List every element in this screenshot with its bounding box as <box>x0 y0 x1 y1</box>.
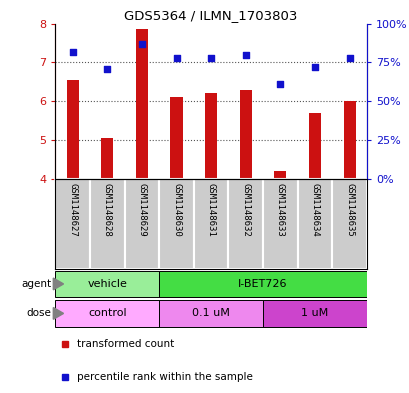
Text: vehicle: vehicle <box>87 279 127 289</box>
Point <box>207 55 214 61</box>
Text: GSM1148633: GSM1148633 <box>275 183 284 237</box>
Bar <box>101 138 113 179</box>
Point <box>276 81 283 87</box>
Point <box>69 48 76 55</box>
Bar <box>170 97 182 179</box>
Point <box>138 40 145 47</box>
Bar <box>66 80 79 179</box>
Point <box>311 64 317 70</box>
Bar <box>193 179 228 269</box>
Bar <box>343 101 355 179</box>
Text: GSM1148632: GSM1148632 <box>240 183 249 237</box>
Bar <box>90 179 124 269</box>
Text: GSM1148628: GSM1148628 <box>103 183 112 237</box>
Text: GSM1148629: GSM1148629 <box>137 183 146 237</box>
Text: GDS5364 / ILMN_1703803: GDS5364 / ILMN_1703803 <box>124 9 297 22</box>
Bar <box>55 300 159 327</box>
Bar <box>239 90 251 179</box>
Bar <box>159 179 193 269</box>
Text: GSM1148627: GSM1148627 <box>68 183 77 237</box>
Bar <box>159 271 366 297</box>
Point <box>173 55 180 61</box>
Bar <box>135 29 148 179</box>
Point <box>346 55 352 61</box>
Text: 0.1 uM: 0.1 uM <box>192 309 229 318</box>
Bar <box>55 179 90 269</box>
Bar <box>297 179 332 269</box>
Polygon shape <box>53 307 63 319</box>
Bar <box>263 179 297 269</box>
Text: percentile rank within the sample: percentile rank within the sample <box>77 372 252 382</box>
Bar <box>332 179 366 269</box>
Bar <box>308 113 320 179</box>
Bar <box>228 179 263 269</box>
Text: GSM1148630: GSM1148630 <box>172 183 181 237</box>
Text: control: control <box>88 309 126 318</box>
Text: dose: dose <box>26 309 51 318</box>
Text: 1 uM: 1 uM <box>301 309 328 318</box>
Text: GSM1148631: GSM1148631 <box>206 183 215 237</box>
Bar <box>263 300 366 327</box>
Text: GSM1148635: GSM1148635 <box>344 183 353 237</box>
Text: transformed count: transformed count <box>77 340 174 349</box>
Text: GSM1148634: GSM1148634 <box>310 183 319 237</box>
Bar <box>159 300 263 327</box>
Point <box>242 51 248 58</box>
Bar <box>274 171 286 179</box>
Point <box>104 66 110 72</box>
Bar <box>55 271 159 297</box>
Polygon shape <box>53 278 63 290</box>
Text: agent: agent <box>21 279 51 289</box>
Bar <box>124 179 159 269</box>
Bar <box>204 94 217 179</box>
Text: I-BET726: I-BET726 <box>238 279 287 289</box>
